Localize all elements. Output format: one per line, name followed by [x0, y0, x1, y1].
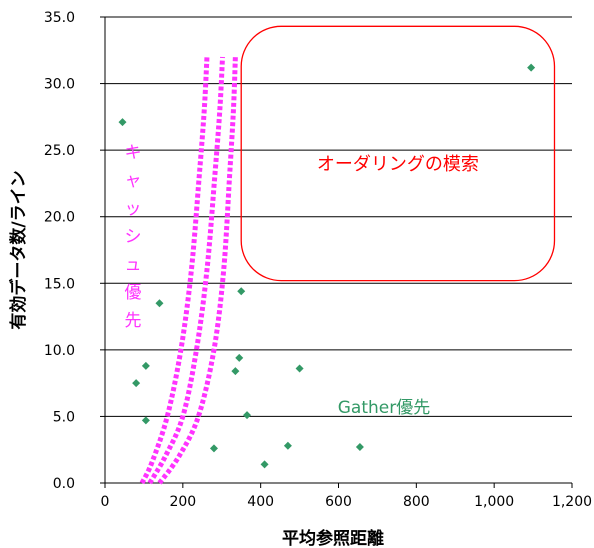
- ordering-region: [240, 25, 556, 282]
- data-point: [527, 63, 536, 72]
- x-tick-label: 200: [169, 494, 196, 510]
- tick-labels: 0.0 5.0 10.0 15.0 20.0 25.0 30.0 35.0 0 200 400 600…: [44, 10, 592, 510]
- y-axis-label: 有効データ数/ライン: [8, 170, 29, 329]
- ordering-region-outline: [240, 25, 556, 282]
- cache-priority-char: ッ: [125, 199, 142, 219]
- x-tick-label: 1,200: [552, 494, 592, 510]
- y-tick-label: 20.0: [44, 210, 75, 226]
- y-tick-label: 0.0: [53, 476, 75, 492]
- x-tick-label: 1,000: [474, 494, 514, 510]
- ordering-label: オーダリングの模索: [317, 154, 479, 175]
- data-point: [155, 299, 164, 308]
- cache-priority-char: 先: [125, 311, 142, 331]
- y-tick-label: 15.0: [44, 276, 75, 292]
- data-point: [237, 287, 246, 296]
- y-tick-label: 25.0: [44, 143, 75, 159]
- cache-boundary-curve: [147, 56, 226, 485]
- cache-priority-char: シ: [125, 227, 142, 247]
- data-point: [295, 364, 304, 373]
- y-tick-label: 5.0: [53, 409, 75, 425]
- y-tick-label: 35.0: [44, 10, 75, 26]
- x-tick-label: 400: [247, 494, 274, 510]
- x-tick-label: 0: [101, 494, 110, 510]
- y-tick-label: 30.0: [44, 77, 75, 93]
- data-point: [141, 416, 150, 425]
- cache-boundary-curve: [157, 56, 238, 485]
- data-point: [260, 460, 269, 469]
- x-tick-label: 800: [403, 494, 430, 510]
- x-axis-label: 平均参照距離: [282, 528, 384, 548]
- y-tick-label: 10.0: [44, 343, 75, 359]
- cache-boundary-curve: [139, 56, 210, 485]
- data-point: [283, 441, 292, 450]
- cache-priority-char: ュ: [125, 255, 142, 275]
- x-tick-label: 600: [325, 494, 352, 510]
- cache-boundary-curves: [139, 56, 238, 485]
- data-point: [235, 353, 244, 362]
- data-point: [132, 379, 141, 388]
- axes: [100, 16, 573, 488]
- cache-priority-char: 優: [125, 283, 142, 303]
- cache-priority-char: キ: [125, 143, 142, 163]
- data-point: [118, 118, 127, 127]
- gather-priority-label: Gather優先: [338, 398, 430, 418]
- annotation-labels: オーダリングの模索 キャッシュ優先 Gather優先: [125, 143, 479, 418]
- data-point: [355, 443, 364, 452]
- data-point: [141, 361, 150, 370]
- data-points: [118, 63, 536, 469]
- data-point: [231, 367, 240, 376]
- cache-priority-label: キャッシュ優先: [125, 143, 142, 331]
- cache-priority-char: ャ: [125, 171, 142, 191]
- data-point: [243, 411, 252, 420]
- data-point: [209, 444, 218, 453]
